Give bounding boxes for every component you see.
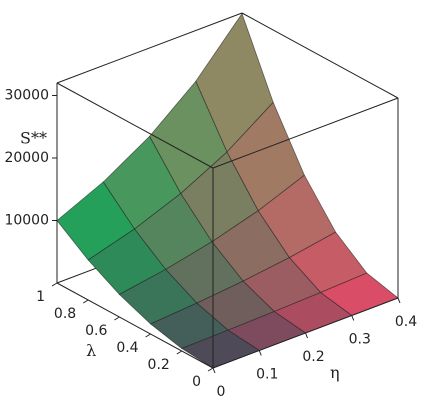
z-tick-label: 10000 <box>4 213 49 229</box>
x-tick <box>176 350 183 355</box>
box-edge <box>56 82 214 169</box>
x-tick-label: 0.8 <box>54 306 76 322</box>
y-tick <box>258 350 262 356</box>
x-tick <box>207 367 214 372</box>
y-tick-label: 0 <box>217 384 226 400</box>
box-edge <box>241 12 399 99</box>
box-edge <box>56 12 243 84</box>
x-tick <box>51 282 58 287</box>
x-tick-label: 1 <box>36 289 45 305</box>
y-axis-label: η <box>330 363 340 382</box>
y-tick <box>351 315 355 321</box>
x-tick <box>114 316 120 321</box>
y-tick <box>305 332 308 339</box>
box-edge <box>212 97 399 169</box>
x-tick <box>145 333 151 338</box>
x-axis-label: λ <box>86 341 96 360</box>
y-tick <box>212 367 216 374</box>
x-tick-label: 0.2 <box>148 357 170 373</box>
x-tick <box>82 299 89 304</box>
y-tick-label: 0.2 <box>302 349 324 365</box>
z-tick-label: 20000 <box>4 150 49 166</box>
x-tick-label: 0 <box>192 374 201 390</box>
z-tick-label: 30000 <box>4 88 49 104</box>
x-tick-label: 0.6 <box>85 323 107 339</box>
z-axis-label: S** <box>20 129 47 148</box>
y-tick-label: 0.4 <box>395 314 417 330</box>
y-tick-label: 0.1 <box>256 367 278 383</box>
box-edge <box>56 282 214 369</box>
y-tick-label: 0.3 <box>349 332 371 348</box>
x-tick-label: 0.4 <box>116 340 138 356</box>
y-tick <box>397 297 401 304</box>
